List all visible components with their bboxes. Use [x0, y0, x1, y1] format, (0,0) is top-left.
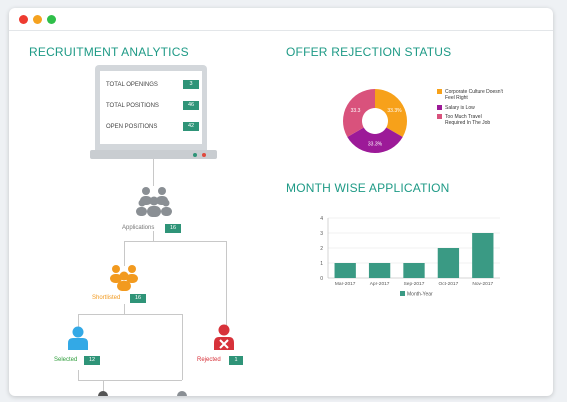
- connector-line: [78, 314, 79, 328]
- x-tick-label: Oct-2017: [439, 281, 459, 287]
- monitor-stand: [90, 150, 217, 159]
- user-icon-partial: [98, 391, 108, 396]
- connector-line: [124, 241, 125, 266]
- status-dot-green: [193, 152, 197, 157]
- connector-line: [182, 314, 183, 380]
- stat-value-total-positions: 46: [183, 101, 199, 110]
- pie-slice-label: 33.3%: [387, 108, 402, 114]
- title-bar: [9, 8, 553, 31]
- pie-slice-label: 33.3%: [368, 142, 383, 148]
- rejected-label: Rejected: [197, 357, 221, 363]
- legend-swatch: [437, 89, 442, 94]
- bar-legend-swatch: [400, 291, 405, 296]
- connector-line: [153, 231, 154, 241]
- pie-slice: [347, 127, 403, 153]
- minimize-window-button[interactable]: [33, 15, 42, 24]
- offer-rejection-title: OFFER REJECTION STATUS: [286, 45, 452, 59]
- y-tick-label: 3: [320, 231, 323, 237]
- legend-label: Salary is Low: [445, 105, 475, 111]
- rejected-count: 1: [229, 356, 243, 365]
- y-tick-label: 1: [320, 261, 323, 267]
- pie-slice-label: 33.3: [351, 108, 361, 114]
- applications-count: 16: [165, 224, 181, 233]
- offer-rejection-pie-chart: 33.3% 33.3% 33.3: [343, 89, 407, 153]
- connector-line: [226, 241, 227, 325]
- connector-line: [78, 380, 182, 381]
- stat-label-open-positions: OPEN POSITIONS: [106, 124, 158, 130]
- x-tick-label: Mar-2017: [335, 281, 356, 287]
- connector-line: [78, 370, 79, 380]
- stat-label-total-positions: TOTAL POSITIONS: [106, 103, 159, 109]
- monitor-stats-panel: TOTAL OPENINGS 3 TOTAL POSITIONS 46 OPEN…: [95, 65, 207, 150]
- recruitment-analytics-title: RECRUITMENT ANALYTICS: [29, 45, 189, 59]
- bar: [472, 233, 494, 278]
- pie-legend-item: Corporate Culture Doesn't Feel Right: [437, 89, 503, 101]
- shortlisted-group-icon: [110, 265, 138, 291]
- bar: [334, 263, 356, 278]
- legend-swatch: [437, 105, 442, 110]
- stat-label-total-openings: TOTAL OPENINGS: [106, 82, 158, 88]
- legend-swatch: [437, 114, 442, 119]
- connector-line: [124, 304, 125, 314]
- applications-group-icon: [136, 187, 172, 217]
- x-tick-label: Sep-2017: [404, 281, 425, 287]
- stat-value-total-openings: 3: [183, 80, 199, 89]
- pie-legend-item: Too Much Travel Required In The Job: [437, 114, 503, 126]
- bar-legend-label: Month-Year: [407, 291, 433, 297]
- close-window-button[interactable]: [19, 15, 28, 24]
- legend-label: Corporate Culture Doesn't Feel Right: [445, 89, 503, 101]
- month-wise-title: MONTH WISE APPLICATION: [286, 181, 450, 195]
- pie-legend-item: Salary is Low: [437, 105, 503, 111]
- maximize-window-button[interactable]: [47, 15, 56, 24]
- rejected-user-icon: [214, 324, 234, 350]
- connector-line: [103, 380, 104, 396]
- connector-line: [153, 159, 154, 186]
- selected-user-icon: [68, 326, 88, 350]
- y-tick-label: 4: [320, 216, 323, 222]
- applications-label: Applications: [122, 225, 155, 231]
- monitor-screen: TOTAL OPENINGS 3 TOTAL POSITIONS 46 OPEN…: [100, 71, 202, 144]
- stat-value-open-positions: 42: [183, 122, 199, 131]
- app-window: RECRUITMENT ANALYTICS TOTAL OPENINGS 3 T…: [9, 8, 553, 396]
- user-icon-partial: [177, 391, 187, 396]
- connector-line: [78, 314, 182, 315]
- y-tick-label: 2: [320, 246, 323, 252]
- pie-slice: [375, 89, 407, 137]
- shortlisted-label: Shortlisted: [92, 295, 121, 301]
- selected-count: 12: [84, 356, 100, 365]
- y-tick-label: 0: [320, 276, 323, 282]
- x-tick-label: Nov-2017: [472, 281, 493, 287]
- connector-line: [124, 241, 226, 242]
- selected-label: Selected: [54, 357, 78, 363]
- x-tick-label: Apr-2017: [370, 281, 390, 287]
- bar: [403, 263, 425, 278]
- pie-slice: [343, 89, 375, 137]
- status-dot-red: [202, 152, 206, 157]
- shortlisted-count: 16: [130, 294, 146, 303]
- legend-label: Too Much Travel Required In The Job: [445, 114, 491, 126]
- bar: [368, 263, 391, 278]
- bar: [437, 248, 460, 278]
- month-wise-bar-chart: 0 1 2 3 4 Mar-2017 Apr-2017 Sep-2017 Oct-2017 Nov…: [320, 216, 500, 297]
